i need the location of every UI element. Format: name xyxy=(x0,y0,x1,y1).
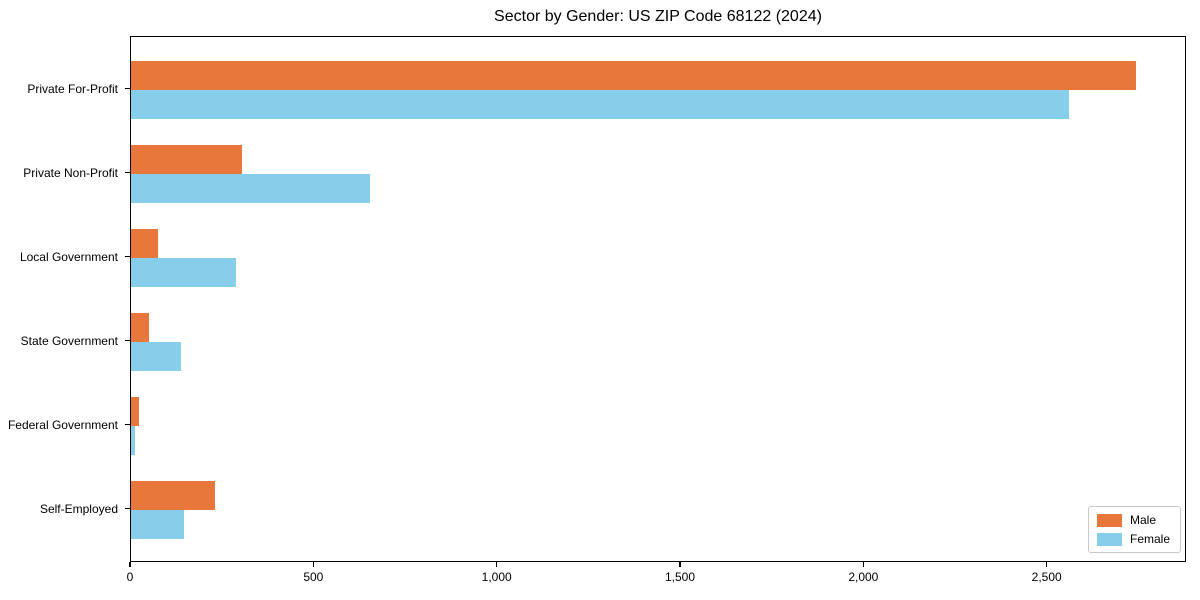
bar-male-local-government xyxy=(131,228,158,258)
chart-title: Sector by Gender: US ZIP Code 68122 (202… xyxy=(494,8,822,25)
x-tick-mark xyxy=(495,562,498,567)
y-tick-mark xyxy=(125,255,130,258)
y-tick-mark xyxy=(125,507,130,510)
bar-male-private-non-profit xyxy=(131,144,243,174)
bar-male-self-employed xyxy=(131,480,216,510)
y-tick-mark xyxy=(125,339,130,342)
legend-item-male: Male xyxy=(1096,513,1170,527)
legend-swatch-male xyxy=(1096,513,1122,527)
bar-female-private-non-profit xyxy=(131,173,371,203)
y-tick-mark xyxy=(125,423,130,426)
x-tick-mark xyxy=(312,562,315,567)
legend-item-female: Female xyxy=(1096,532,1170,546)
bar-female-local-government xyxy=(131,257,236,287)
legend: Male Female xyxy=(1087,506,1181,553)
x-tick-label: 2,000 xyxy=(848,570,879,584)
x-tick-mark xyxy=(862,562,865,567)
y-tick-label: Local Government xyxy=(19,249,118,264)
y-tick-label: State Government xyxy=(20,333,118,348)
x-tick-mark xyxy=(1045,562,1048,567)
legend-swatch-female xyxy=(1096,532,1122,546)
y-tick-label: Private Non-Profit xyxy=(23,165,118,180)
bar-female-self-employed xyxy=(131,509,184,539)
x-tick-mark xyxy=(679,562,681,567)
legend-label: Female xyxy=(1129,532,1170,546)
plot-area: Male Female xyxy=(130,36,1186,562)
bar-male-state-government xyxy=(131,312,149,342)
y-tick-label: Self-Employed xyxy=(39,501,118,516)
x-tick-mark xyxy=(129,562,131,567)
x-tick-label: 1,500 xyxy=(664,570,696,584)
legend-label: Male xyxy=(1129,513,1156,527)
y-tick-label: Federal Government xyxy=(7,417,118,432)
bar-female-federal-government xyxy=(131,425,135,455)
x-tick-label: 1,000 xyxy=(481,570,512,584)
x-tick-label: 2,500 xyxy=(1031,570,1062,584)
bar-female-state-government xyxy=(131,341,181,371)
x-tick-label: 0 xyxy=(126,570,134,584)
bar-female-private-for-profit xyxy=(131,89,1069,119)
y-tick-mark xyxy=(125,87,130,90)
bar-male-private-for-profit xyxy=(131,60,1137,90)
y-tick-label: Private For-Profit xyxy=(27,81,118,96)
bar-male-federal-government xyxy=(131,396,139,426)
x-tick-label: 500 xyxy=(303,570,324,584)
y-tick-mark xyxy=(125,171,130,174)
